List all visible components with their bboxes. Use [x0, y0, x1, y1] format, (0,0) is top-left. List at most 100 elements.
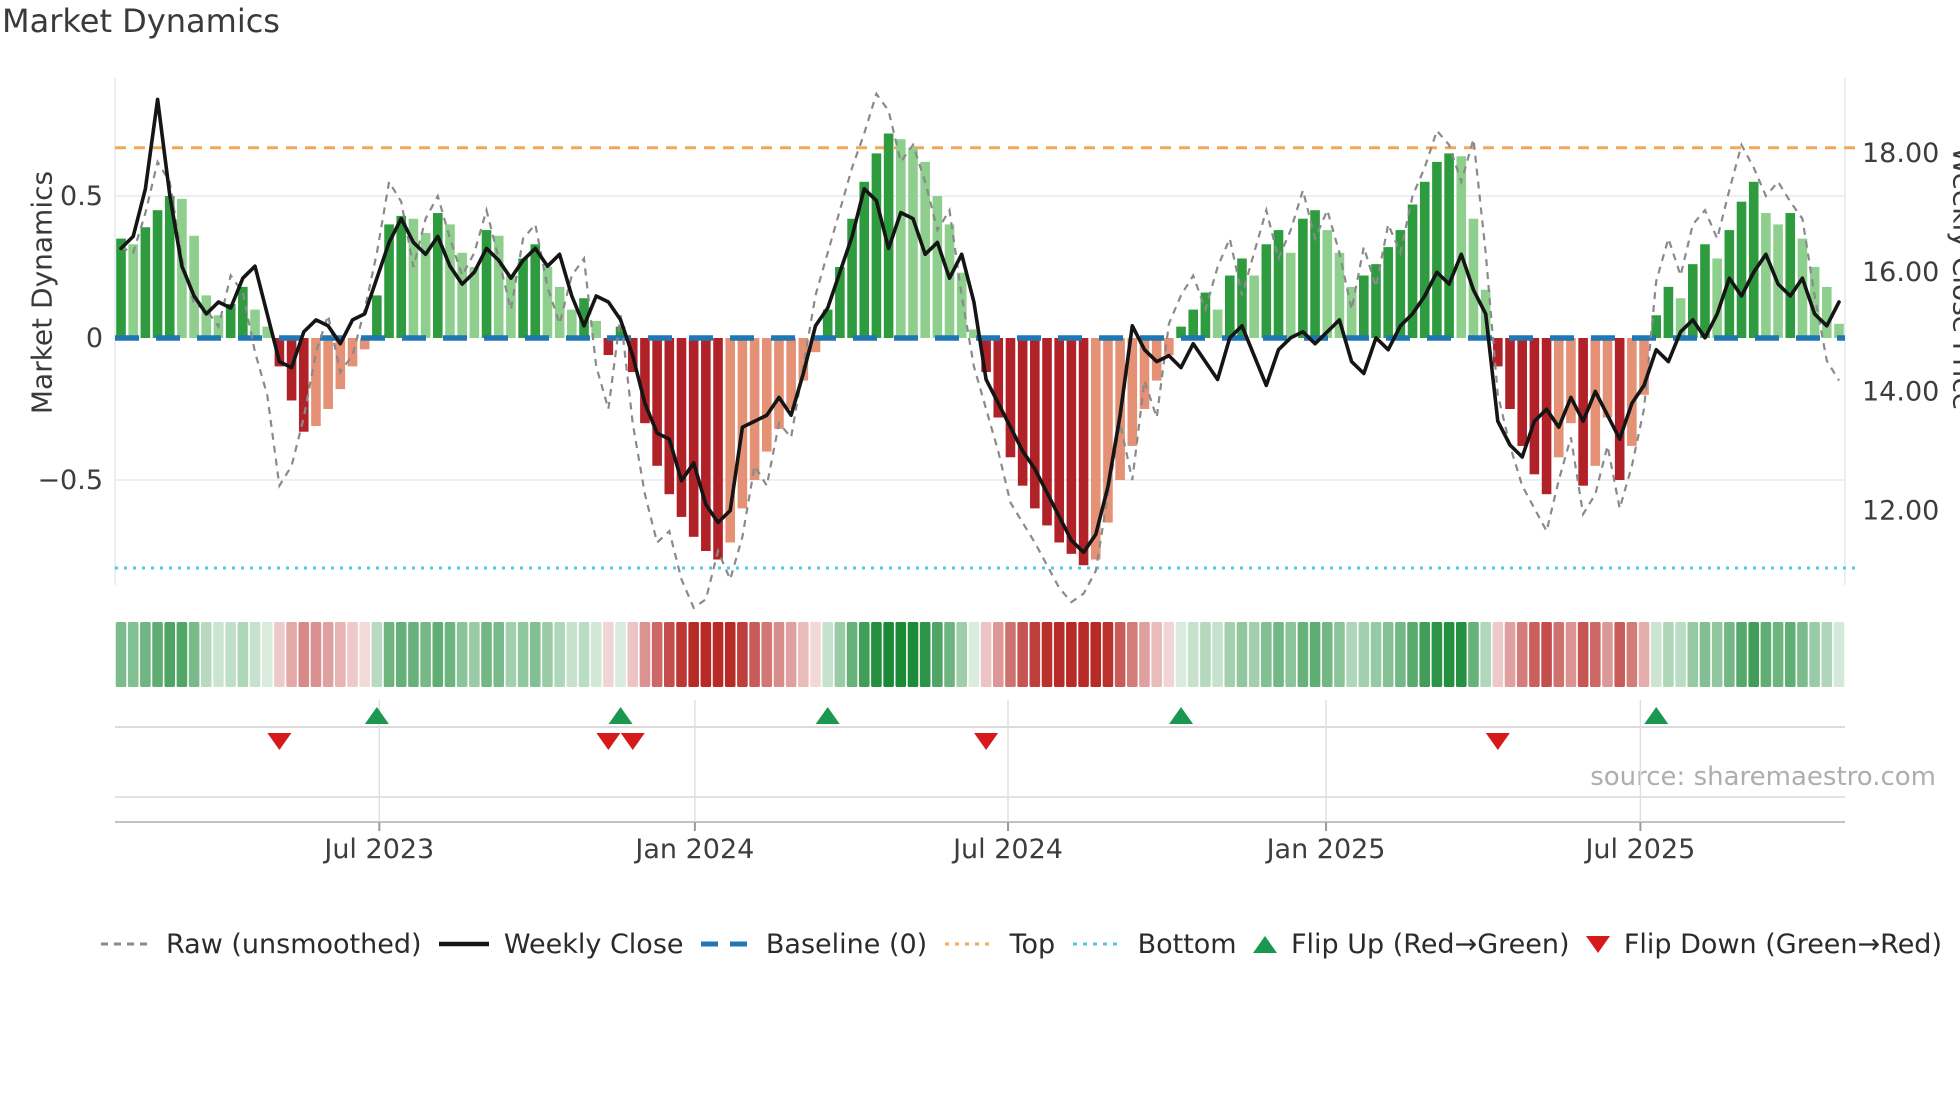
- oscillator-bar: [1663, 286, 1674, 338]
- heatmap-cell: [1614, 622, 1625, 687]
- legend-label: Top: [1009, 928, 1056, 960]
- legend-label: Bottom: [1137, 928, 1237, 960]
- heatmap-cell: [883, 622, 894, 687]
- heatmap-cell: [663, 622, 675, 687]
- oscillator-bar: [871, 153, 882, 338]
- x-axis-tick-label: Jan 2025: [1265, 834, 1386, 865]
- oscillator-bar: [713, 338, 723, 560]
- oscillator-bar: [1407, 204, 1418, 338]
- heatmap-cell: [188, 622, 200, 687]
- oscillator-bar: [1444, 153, 1454, 338]
- right-axis-tick: 16.00: [1862, 257, 1939, 288]
- oscillator-bar: [1602, 338, 1613, 418]
- oscillator-bar: [1736, 201, 1747, 338]
- oscillator-bar: [591, 320, 601, 338]
- heatmap-cell: [456, 622, 468, 687]
- heatmap-cell: [980, 622, 992, 687]
- oscillator-bar: [1432, 161, 1442, 338]
- heatmap-cell: [395, 622, 407, 687]
- heatmap-cell: [1407, 622, 1418, 687]
- close-line-icon: [438, 941, 489, 947]
- heatmap-cell: [1480, 622, 1491, 687]
- legend-label: Raw (unsmoothed): [166, 928, 422, 960]
- oscillator-bar: [335, 338, 346, 390]
- oscillator-bar: [1614, 338, 1625, 480]
- heatmap-cell: [1053, 622, 1065, 687]
- heatmap-cell: [1273, 622, 1284, 687]
- oscillator-bar: [1139, 338, 1150, 409]
- oscillator-bar: [1285, 252, 1296, 338]
- heatmap-cell: [798, 622, 809, 687]
- oscillator-bar: [140, 227, 151, 338]
- oscillator-bar: [1030, 338, 1040, 509]
- heatmap-cell: [1516, 622, 1528, 687]
- heatmap-cell: [639, 622, 651, 687]
- heatmap-cell: [1309, 622, 1321, 687]
- flip-up-marker: [608, 707, 633, 724]
- heatmap-cell: [1443, 622, 1455, 687]
- heatmap-cell: [1431, 622, 1443, 687]
- heatmap-cell: [1090, 622, 1102, 687]
- heatmap-cell: [469, 622, 480, 687]
- legend-item-baseline: Baseline (0): [700, 929, 927, 960]
- oscillator-bar: [116, 238, 126, 338]
- heatmap-cell: [1187, 622, 1199, 687]
- oscillator-bar: [396, 215, 407, 338]
- heatmap-cell: [249, 622, 261, 687]
- flip-up-marker: [1169, 707, 1194, 724]
- heatmap-cell: [481, 622, 492, 687]
- heatmap-cell: [651, 622, 663, 687]
- right-axis-tick: 18.00: [1862, 138, 1939, 169]
- heatmap-cell: [1102, 622, 1114, 687]
- oscillator-bar: [530, 244, 541, 338]
- oscillator-bar: [1809, 267, 1820, 338]
- oscillator-bar: [238, 286, 248, 338]
- oscillator-bar: [1383, 247, 1393, 338]
- weekly-close-line: [119, 97, 1841, 555]
- heatmap-cell: [1699, 622, 1711, 687]
- oscillator-bar: [1687, 264, 1698, 338]
- oscillator-bar: [189, 235, 199, 338]
- heatmap-cell: [115, 622, 127, 687]
- oscillator-bar: [1346, 286, 1357, 338]
- oscillator-bar: [1627, 338, 1637, 446]
- heatmap-cell: [907, 622, 919, 687]
- oscillator-bar: [1017, 338, 1028, 486]
- heatmap-cell: [1334, 622, 1345, 687]
- legend-item-top: Top: [944, 928, 1056, 960]
- heatmap-cell: [1358, 622, 1370, 687]
- oscillator-bar: [274, 338, 285, 367]
- oscillator-bar: [250, 309, 260, 338]
- oscillator-bar: [701, 338, 711, 551]
- heatmap-cell: [1626, 622, 1638, 687]
- heatmap-cell: [274, 622, 285, 687]
- oscillator-bar: [859, 181, 870, 338]
- oscillator-bar: [1371, 264, 1381, 338]
- heatmap-cell: [724, 622, 736, 687]
- oscillator-bar: [822, 309, 833, 338]
- flip-up-marker: [364, 707, 389, 724]
- heatmap-cell: [1760, 622, 1772, 687]
- oscillator-bar: [761, 338, 772, 452]
- heatmap-cell: [383, 622, 395, 687]
- heatmap-cell: [895, 622, 907, 687]
- x-axis-tick-label: Jul 2025: [1583, 834, 1695, 865]
- oscillator-bar: [1103, 338, 1113, 523]
- heatmap-cell: [785, 622, 797, 687]
- right-axis-tick: 14.00: [1862, 376, 1939, 407]
- flip-up-marker: [1644, 707, 1669, 724]
- heatmap-cell: [505, 622, 517, 687]
- oscillator-bar: [883, 133, 894, 338]
- oscillator-bar: [359, 338, 370, 350]
- heatmap-cell: [1736, 622, 1747, 687]
- oscillator-bar: [1822, 286, 1832, 338]
- raw-line-icon: [101, 942, 151, 946]
- heatmap-cell: [1078, 622, 1089, 687]
- heatmap-cell: [322, 622, 334, 687]
- heatmap-cell: [834, 622, 846, 687]
- heatmap-cell: [1139, 622, 1150, 687]
- oscillator-bar: [1078, 338, 1089, 566]
- heatmap-cell: [152, 622, 163, 687]
- heatmap-cell: [1248, 622, 1260, 687]
